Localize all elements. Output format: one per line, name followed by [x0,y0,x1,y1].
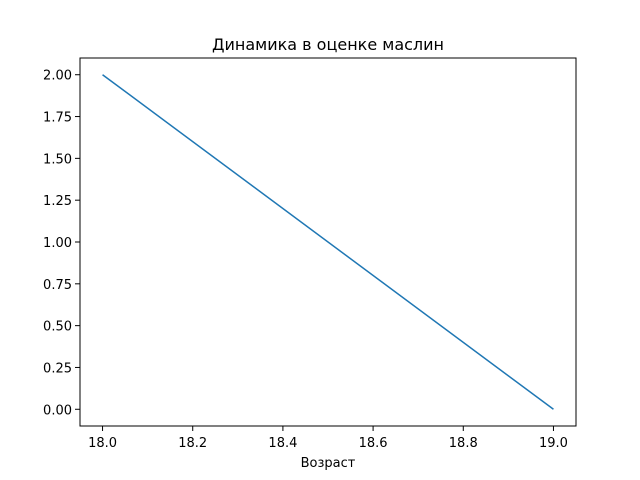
y-tick-label: 1.50 [43,152,72,167]
x-axis: 18.0 18.2 18.4 18.6 18.8 19.0 [88,426,568,451]
y-axis: 0.00 0.25 0.50 0.75 1.00 1.25 1.50 1.75 2.00 [43,69,80,418]
y-tick-label: 0.00 [43,403,72,418]
x-tick-label: 19.0 [539,436,568,451]
y-tick-label: 2.00 [43,69,72,84]
y-tick-label: 1.00 [43,236,72,251]
x-tick-label: 18.8 [449,436,478,451]
y-tick-label: 0.75 [43,278,72,293]
y-tick-label: 0.50 [43,320,72,335]
x-tick-label: 18.4 [268,436,297,451]
y-tick-label: 1.75 [43,111,72,126]
series-layer [102,74,554,410]
plot-area: 18.0 18.2 18.4 18.6 18.8 19.0 0.00 0.25 0.50 0.7… [43,57,577,451]
x-tick-label: 18.2 [178,436,207,451]
x-axis-label: Возраст [301,456,356,471]
chart-title: Динамика в оценке маслин [212,35,444,54]
series-line-0 [102,74,554,410]
x-tick-label: 18.6 [359,436,388,451]
y-tick-label: 1.25 [43,194,72,209]
y-tick-label: 0.25 [43,361,72,376]
x-tick-label: 18.0 [88,436,117,451]
